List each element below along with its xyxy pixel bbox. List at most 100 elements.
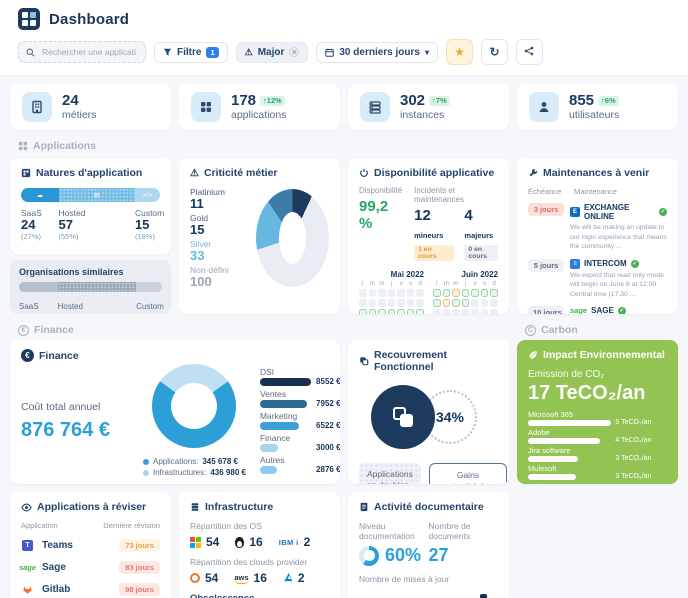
in-progress-badge: 0 en cours: [464, 245, 498, 261]
maintenance-row: 10 jours sage SAGE ✓ We expect that read…: [528, 306, 667, 314]
doc-count-block: Nombre de documents 27: [428, 521, 471, 565]
calendar-day: [480, 309, 489, 314]
app-logo-icon: [18, 8, 40, 30]
period-select[interactable]: 30 derniers jours ▾: [316, 41, 438, 63]
kpi-trend-badge: ↑7%: [429, 95, 450, 107]
nature-value-saas: SaaS 24 (27%): [21, 208, 42, 242]
criticite-card: ⚠ Criticité métier Platinium 11 Gold 15 Si…: [179, 158, 340, 314]
building-icon: [22, 92, 52, 122]
calendar-day-letter: m: [369, 281, 375, 287]
major-filter-chip[interactable]: ⚠ Major ×: [235, 41, 309, 63]
document-icon: [359, 502, 369, 512]
cloud-azure: 2: [283, 571, 305, 585]
calendar-day: [406, 299, 415, 307]
apps-grid-icon: [191, 92, 221, 122]
kpi-card-metiers: 24 métiers: [10, 84, 171, 130]
search-box[interactable]: [18, 41, 146, 63]
os-linux: 16: [235, 535, 263, 549]
updates-label: Nombre de mises à jour: [359, 574, 450, 584]
finance-donut-chart: [152, 364, 237, 448]
calendar-day-letter: m: [443, 281, 449, 287]
cost-donut-block: Applications: 345 678 € Infrastructures:…: [143, 364, 246, 477]
bar: [528, 455, 579, 462]
calendar-icon: [325, 48, 335, 57]
section-label-text: Finance: [34, 324, 74, 336]
calendar-day: [490, 299, 498, 307]
favorite-button[interactable]: ★: [445, 39, 473, 65]
power-icon: [359, 168, 369, 178]
calendar-day: [452, 289, 460, 297]
finance-legend: Applications: 345 678 € Infrastructures:…: [143, 455, 246, 477]
calendar-day: [471, 299, 479, 307]
cloud-aws: aws 16: [234, 571, 267, 585]
bar: [259, 443, 278, 452]
calendar-day-letter: m: [453, 281, 459, 287]
leaf-icon: [528, 350, 538, 360]
calendar-day: [433, 309, 441, 314]
logo-pane: [30, 12, 36, 18]
calendar-day-letter: s: [409, 281, 413, 287]
obsolescence-label: Obsolescence: [190, 593, 329, 598]
legend-item: Platinium 11: [190, 187, 225, 212]
calendar-day: [471, 309, 479, 314]
calendar-day: [416, 309, 424, 314]
bar-group: Microsoft 365 5 TeCO₂/an: [528, 410, 652, 426]
calendar-month-label: Mai 2022: [390, 270, 424, 279]
maintenance-desc: We will be making an update to our login…: [570, 224, 667, 251]
bar-group: Mulesoft 3 TeCO₂/an: [528, 464, 652, 480]
calendar-day: [387, 299, 396, 307]
bar-segment-hosted: [57, 282, 137, 292]
section-applications: Applications: [18, 140, 680, 152]
calendar-day-letter: m: [379, 281, 385, 287]
legend-item: Gold 15: [190, 212, 208, 238]
column-header: Échéance: [528, 187, 562, 196]
filter-button[interactable]: Filtre 1: [154, 41, 228, 63]
maintenance-row: 3 jours E EXCHANGE ONLINE ✓ We will be m…: [528, 203, 667, 252]
bar: [259, 421, 299, 430]
chip-close-icon[interactable]: ×: [289, 47, 300, 57]
calendar-day: [480, 299, 489, 307]
bar-group: Finance 3000 €: [259, 433, 340, 452]
major-incidents: 4 majeurs 0 en cours: [464, 207, 498, 263]
availability-block: Disponibilité 99,2 %: [359, 186, 403, 232]
total-cost-block: Coût total annuel 876 764 €: [21, 399, 129, 442]
potential-gains-box: Gains potentiels/an 1 250 € max: [428, 463, 508, 484]
legend-item: Applications: 345 678 €: [143, 457, 246, 466]
search-input[interactable]: [40, 46, 138, 58]
calendar-day: [387, 309, 396, 314]
search-icon: [26, 48, 35, 57]
legend-dot: [143, 458, 149, 465]
review-row: sage Sage 83 jours: [19, 561, 160, 574]
due-badge: 5 jours: [528, 258, 564, 272]
logo-pane: [22, 20, 28, 26]
windows-logo: [190, 536, 201, 548]
card-title-text: Finance: [39, 349, 79, 362]
calendar-day-letter: j: [390, 281, 393, 287]
legend-dot: [143, 469, 149, 476]
refresh-button[interactable]: ↻: [480, 39, 508, 65]
section-labels-row: € Finance C Carbon: [10, 316, 678, 336]
calendar-day-letter: s: [483, 281, 487, 287]
bar-segment-saas: ☁: [21, 188, 59, 202]
calendar-day: [378, 299, 386, 307]
card-title-text: Activité documentaire: [374, 501, 484, 513]
calendar-day: [471, 289, 479, 297]
criticite-legend: Platinium 11 Gold 15 Silver 33 Non-défini 10…: [190, 187, 246, 289]
calendar-day: [461, 309, 470, 314]
section-label-text: Carbon: [541, 324, 578, 336]
euro-circle-icon: €: [21, 349, 34, 362]
column-header: Dernière révision: [103, 521, 160, 530]
recouvrement-card: Recouvrement Fonctionnel 34% Application…: [348, 340, 509, 484]
revision-badge: 83 jours: [119, 561, 160, 574]
bar-group: Zapier 1 TeCO₂/an: [528, 482, 667, 484]
kpi-label: métiers: [62, 109, 97, 122]
calendar-day: [490, 309, 498, 314]
bar: [259, 399, 308, 408]
dispo-card: Disponibilité applicative Disponibilité …: [348, 158, 509, 314]
maintenance-desc: We expect that read only mode will begin…: [570, 271, 664, 298]
kpi-content: 178 ↑12% applications: [231, 92, 286, 121]
column-header: Application: [21, 521, 58, 530]
nature-values: SaaS 24 (27%) Hosted 57 (55%) Custom 15 …: [21, 208, 164, 242]
share-button[interactable]: [515, 39, 543, 65]
warning-icon: ⚠: [190, 167, 199, 179]
